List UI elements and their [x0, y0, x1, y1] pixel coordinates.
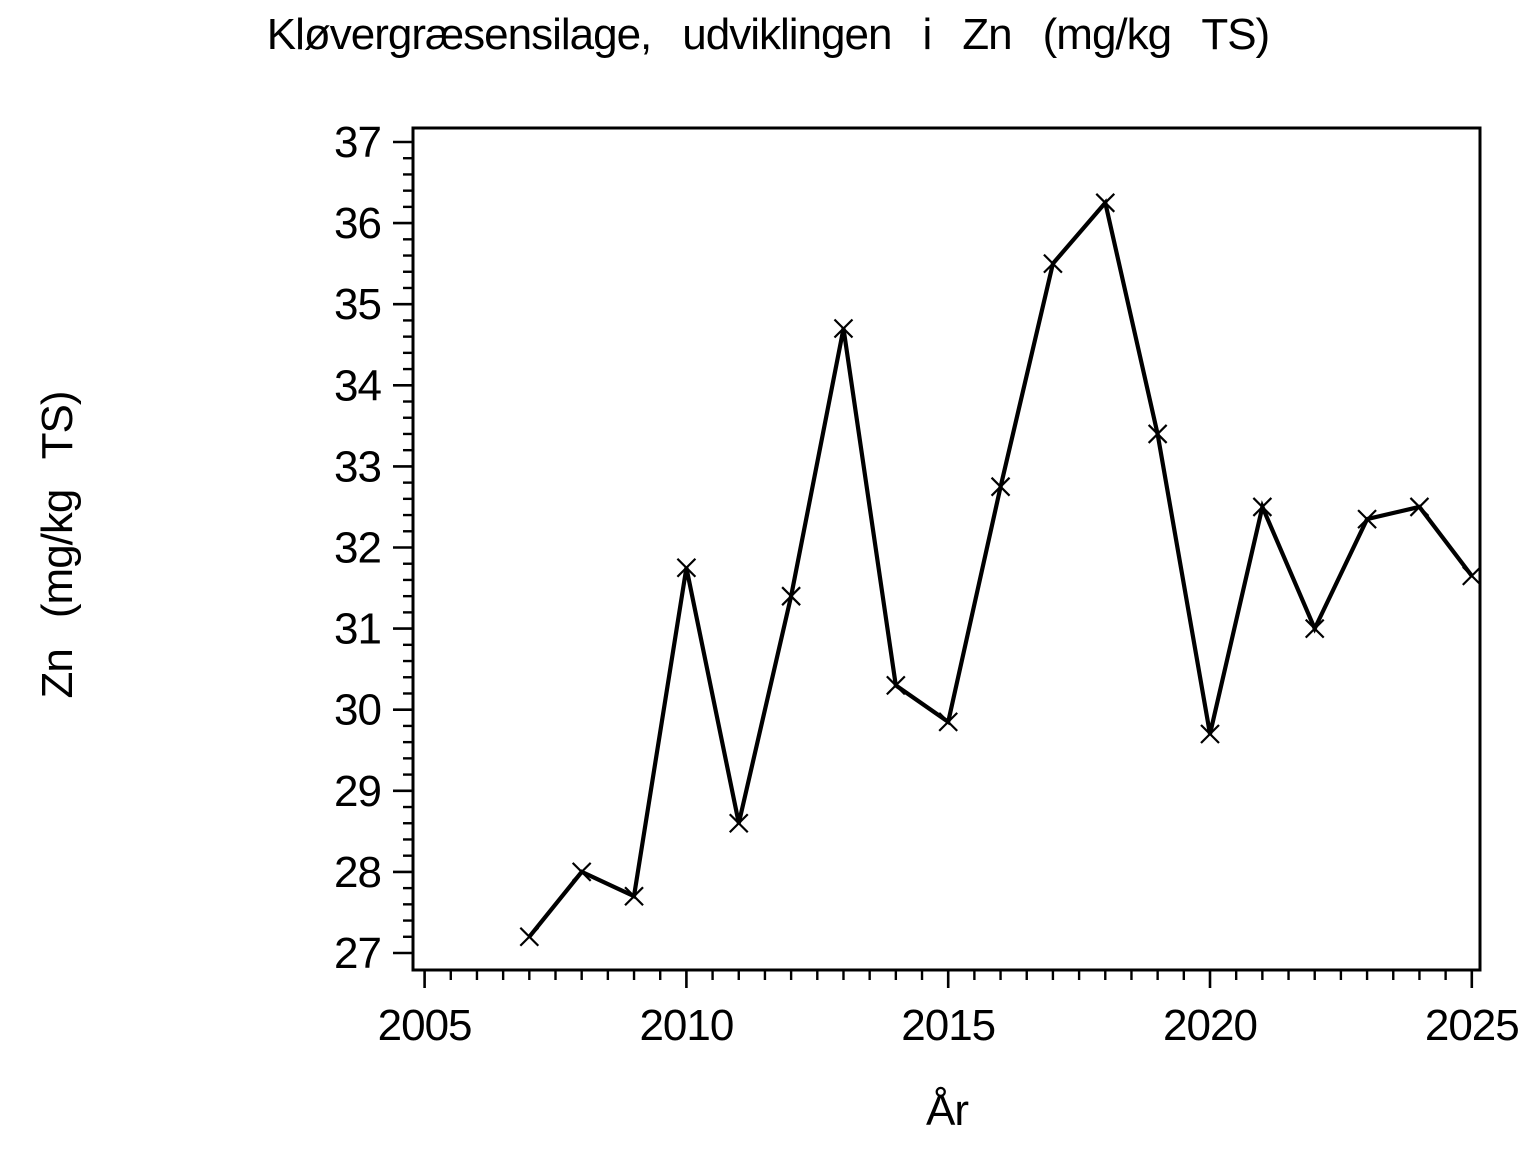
data-point-marker — [1095, 193, 1116, 213]
data-point-marker — [1043, 253, 1063, 274]
y-tick-label: 34 — [334, 361, 381, 410]
data-point-marker — [938, 712, 958, 732]
x-tick-label: 2020 — [1163, 1001, 1257, 1050]
y-tick-label: 31 — [334, 605, 381, 654]
data-point-marker — [519, 927, 540, 947]
data-point-marker — [1200, 724, 1220, 744]
data-point-marker — [833, 318, 854, 339]
data-point-marker — [571, 862, 592, 882]
x-tick-label: 2015 — [901, 1001, 995, 1050]
data-point-marker — [1304, 618, 1325, 639]
data-point-marker — [1147, 424, 1168, 444]
data-point-marker — [676, 557, 697, 578]
data-point-marker — [1357, 509, 1377, 529]
y-tick-label: 33 — [334, 442, 381, 491]
y-tick-label: 29 — [334, 767, 381, 816]
y-tick-label: 30 — [334, 686, 381, 735]
x-tick-label: 2025 — [1425, 1001, 1519, 1050]
plot-frame — [411, 126, 1482, 972]
data-point-marker — [728, 813, 749, 834]
data-point-marker — [1409, 497, 1430, 517]
data-point-marker — [990, 476, 1011, 497]
y-tick-label: 32 — [334, 524, 381, 573]
data-point-marker — [781, 586, 801, 606]
data-point-marker — [1252, 497, 1273, 517]
data-line — [527, 198, 1474, 939]
x-axis-label: År — [926, 1086, 969, 1135]
y-tick-label: 35 — [334, 280, 381, 329]
y-tick-label: 36 — [334, 199, 381, 248]
y-tick-label: 28 — [334, 848, 381, 897]
data-point-marker — [624, 886, 644, 907]
data-point-marker — [1462, 566, 1482, 586]
data-point-marker — [886, 675, 906, 696]
y-tick-label: 37 — [334, 118, 381, 167]
x-tick-label: 2005 — [378, 1001, 472, 1050]
x-tick-label: 2010 — [639, 1001, 733, 1050]
chart-title: Kløvergræsensilage, udviklingen i Zn (mg… — [266, 10, 1270, 59]
y-tick-label: 27 — [334, 929, 381, 978]
